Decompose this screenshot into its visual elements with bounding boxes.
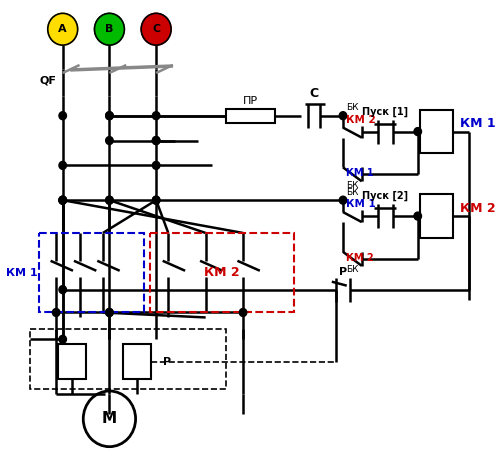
Circle shape — [59, 286, 66, 293]
Circle shape — [59, 196, 66, 204]
Text: БК: БК — [346, 181, 358, 190]
Circle shape — [152, 161, 160, 170]
Text: Пуск [2]: Пуск [2] — [362, 191, 408, 202]
Text: КМ 1: КМ 1 — [346, 199, 376, 209]
Circle shape — [152, 137, 160, 144]
Text: КМ 1: КМ 1 — [460, 117, 496, 130]
Circle shape — [152, 196, 160, 204]
Bar — [58, 344, 86, 379]
Bar — [124, 344, 152, 379]
Circle shape — [59, 112, 66, 120]
Bar — [40, 233, 144, 313]
Bar — [30, 329, 226, 389]
Text: КМ 1: КМ 1 — [6, 268, 38, 278]
Circle shape — [106, 112, 113, 120]
Circle shape — [414, 128, 422, 136]
Circle shape — [240, 308, 247, 316]
Circle shape — [52, 308, 60, 316]
Bar — [226, 109, 275, 122]
Text: БК: БК — [346, 103, 358, 112]
Circle shape — [48, 13, 78, 45]
Text: БК: БК — [346, 265, 358, 274]
Circle shape — [414, 212, 422, 220]
Text: QF: QF — [40, 76, 56, 86]
Circle shape — [152, 196, 160, 204]
Circle shape — [106, 308, 113, 316]
Bar — [150, 233, 294, 313]
Text: Пуск [1]: Пуск [1] — [362, 106, 408, 117]
Text: М: М — [102, 411, 117, 426]
Circle shape — [340, 112, 346, 120]
Circle shape — [340, 196, 346, 204]
Circle shape — [141, 13, 171, 45]
Text: КМ 2: КМ 2 — [460, 202, 496, 215]
Circle shape — [152, 112, 160, 120]
Text: ПР: ПР — [243, 96, 258, 106]
Circle shape — [106, 112, 113, 120]
Circle shape — [152, 137, 160, 144]
Text: B: B — [105, 24, 114, 34]
Text: Р: Р — [339, 267, 347, 277]
Text: КМ 2: КМ 2 — [204, 266, 240, 279]
Circle shape — [59, 196, 66, 204]
Text: КМ 2: КМ 2 — [346, 253, 374, 263]
Circle shape — [59, 161, 66, 170]
Bar — [420, 110, 454, 154]
Text: Р: Р — [162, 357, 171, 367]
Text: БК: БК — [346, 188, 358, 197]
Circle shape — [106, 196, 113, 204]
Text: C: C — [152, 24, 160, 34]
Circle shape — [106, 308, 113, 316]
Text: A: A — [58, 24, 67, 34]
Circle shape — [94, 13, 124, 45]
Circle shape — [106, 137, 113, 144]
Circle shape — [59, 335, 66, 343]
Text: С: С — [310, 87, 318, 101]
Circle shape — [59, 196, 66, 204]
Bar — [420, 194, 454, 238]
Text: КМ 2: КМ 2 — [346, 115, 376, 125]
Text: КМ 1: КМ 1 — [346, 168, 374, 178]
Circle shape — [106, 196, 113, 204]
